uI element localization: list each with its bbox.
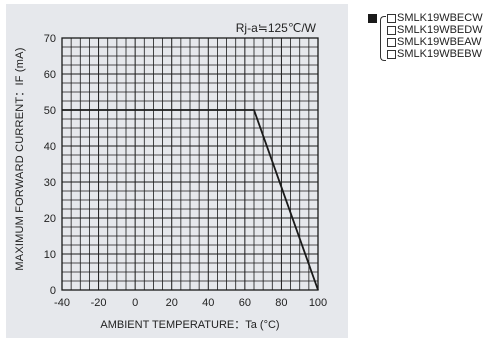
checkbox-icon — [387, 37, 396, 47]
legend-bracket — [380, 16, 386, 61]
legend-item-label: SMLK19WBEAW — [397, 36, 482, 48]
legend-item: SMLK19WBECW — [387, 12, 483, 24]
x-tick-label: -40 — [54, 297, 70, 309]
plot-frame — [61, 37, 319, 291]
legend-item: SMLK19WBEBW — [387, 48, 483, 60]
series-line — [62, 109, 319, 291]
x-axis-title: AMBIENT TEMPERATURE：Ta (°C) — [100, 319, 279, 331]
y-tick-label: 60 — [44, 69, 56, 81]
y-tick-label: 40 — [44, 141, 56, 153]
y-axis-title: MAXIMUM FORWARD CURRENT：IF (mA) — [14, 47, 26, 271]
legend-item: SMLK19WBEAW — [387, 36, 483, 48]
legend-item-label: SMLK19WBECW — [397, 12, 483, 24]
y-tick-label: 30 — [44, 177, 56, 189]
y-tick-label: 20 — [44, 213, 56, 225]
chart-panel: -40 -20 0 20 40 60 80 100 0 10 20 30 40 50 60 70 Rj-a≒1… — [6, 4, 348, 338]
x-tick-label: 80 — [275, 297, 287, 309]
legend-item-label: SMLK19WBEBW — [397, 48, 482, 60]
y-tick-label: 10 — [44, 249, 56, 261]
checkbox-icon — [387, 13, 396, 23]
x-tick-label: 40 — [202, 297, 214, 309]
x-tick-label: 100 — [309, 297, 327, 309]
checkbox-icon — [387, 49, 396, 59]
legend-marker-square — [368, 14, 377, 23]
x-tick-label: 60 — [239, 297, 251, 309]
y-tick-label: 0 — [50, 285, 56, 297]
x-tick-label: 20 — [166, 297, 178, 309]
checkbox-icon — [387, 25, 396, 35]
y-tick-label: 50 — [44, 105, 56, 117]
x-tick-label: 0 — [132, 297, 138, 309]
derating-chart: -40 -20 0 20 40 60 80 100 0 10 20 30 40 50 60 70 Rj-a≒1… — [44, 21, 327, 331]
y-tick-label: 70 — [44, 33, 56, 45]
thermal-resistance-annotation: Rj-a≒125℃/W — [236, 21, 317, 35]
legend-item: SMLK19WBEDW — [387, 24, 483, 36]
legend-item-label: SMLK19WBEDW — [397, 24, 483, 36]
x-tick-label: -20 — [91, 297, 107, 309]
